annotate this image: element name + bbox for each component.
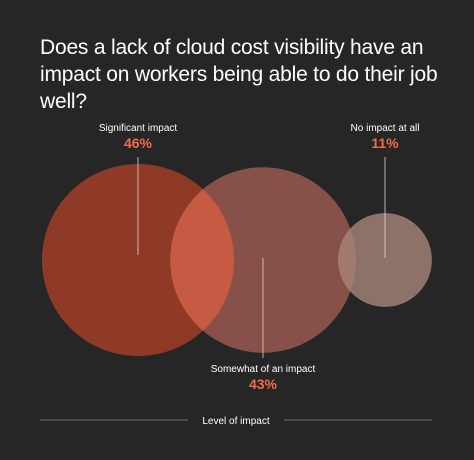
x-axis-label: Level of impact: [202, 416, 269, 427]
value-label-somewhat-of-an-impact: 43%: [249, 376, 278, 392]
value-label-no-impact-at-all: 11%: [371, 135, 399, 151]
value-label-significant-impact: 46%: [124, 135, 153, 151]
chart-title: Does a lack of cloud cost visibility hav…: [40, 36, 438, 113]
overlap-significant-somewhat: [170, 167, 234, 353]
label-no-impact-at-all: No impact at all: [351, 123, 420, 134]
bubble-no-impact-at-all: [338, 213, 432, 307]
label-somewhat-of-an-impact: Somewhat of an impact: [211, 364, 316, 375]
label-significant-impact: Significant impact: [99, 123, 178, 134]
